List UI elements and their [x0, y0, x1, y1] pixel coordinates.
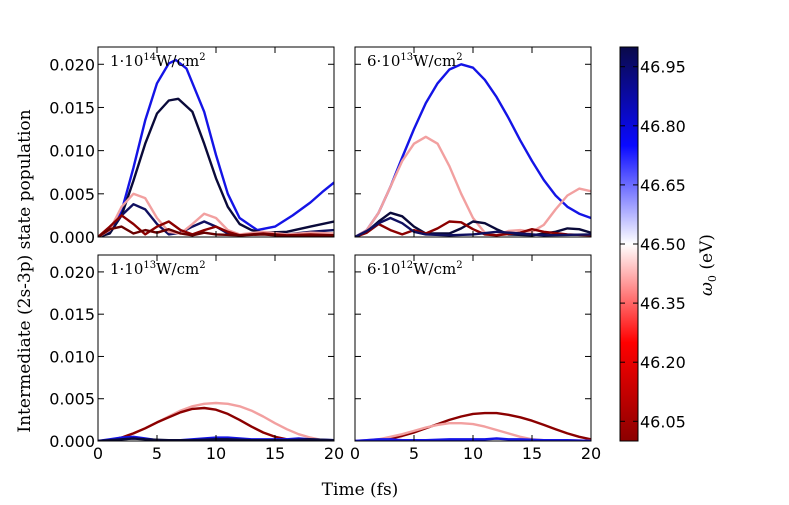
series-line-omega-46.4 [98, 192, 334, 237]
y-tick-label: 0.015 [49, 305, 95, 324]
y-tick-label: 0.010 [49, 347, 95, 366]
panel-series [98, 401, 334, 441]
colorbar-tick-label: 46.50 [640, 235, 686, 254]
x-tick-label: 5 [409, 444, 419, 463]
series-line-omega-46.05 [98, 225, 334, 237]
y-tick-label: 0.005 [49, 185, 95, 204]
intensity-label: 1·1013W/cm2 [110, 260, 206, 278]
y-tick-label: 0.020 [49, 263, 95, 282]
series-line-omega-46.4 [355, 135, 591, 237]
y-tick-label: 0.000 [49, 228, 95, 247]
y-tick-label: 0.010 [49, 142, 95, 161]
panel-series [355, 63, 591, 237]
y-axis-label: Intermediate (2s-3p) state population [15, 109, 35, 432]
y-tick-label: 0.005 [49, 390, 95, 409]
x-tick-label: 15 [522, 444, 542, 463]
panel-3: 0 5 10 15 20 0.000 0.005 0.010 0.015 0.020 1·1013W… [49, 254, 344, 463]
intensity-label: 6·1013W/cm2 [367, 52, 463, 70]
intensity-label: 6·1012W/cm2 [367, 260, 463, 278]
x-tick-label: 20 [581, 444, 601, 463]
panel-1: 0.000 0.005 0.010 0.015 0.020 1·1014W/cm2 [49, 46, 335, 247]
x-tick-label: 20 [324, 444, 344, 463]
x-tick-label: 5 [152, 444, 162, 463]
panel-series [98, 58, 334, 237]
colorbar: 46.05 46.20 46.35 46.50 46.65 46.80 46.95 ω0 (e… [619, 46, 719, 442]
series-line-omega-46.9 [355, 216, 591, 237]
x-tick-label: 0 [93, 444, 103, 463]
y-tick-label: 0.015 [49, 98, 95, 117]
y-tick-label: 0.000 [49, 432, 95, 451]
colorbar-label: ω0 (eV) [697, 234, 719, 296]
x-tick-label: 10 [463, 444, 483, 463]
x-axis-label: Time (fs) [322, 480, 399, 500]
series-line-omega-46.8 [98, 58, 334, 237]
x-tick-label: 10 [206, 444, 226, 463]
panels-layer: 0.000 0.005 0.010 0.015 0.020 1·1014W/cm2 6·10… [49, 46, 601, 463]
series-line-omega-46.95 [98, 437, 334, 441]
panel-4: 0 5 10 15 20 6·1012W/cm2 [350, 254, 601, 463]
colorbar-tick-label: 46.65 [640, 176, 686, 195]
intensity-label: 1·1014W/cm2 [110, 52, 206, 70]
colorbar-tick-label: 46.95 [640, 58, 686, 77]
panel-frame [97, 46, 335, 238]
x-tick-label: 15 [265, 444, 285, 463]
panel-2: 6·1013W/cm2 [354, 46, 592, 238]
panel-frame [97, 254, 335, 442]
series-line-omega-46.1 [355, 220, 591, 237]
colorbar-tick-label: 46.80 [640, 117, 686, 136]
y-tick-label: 0.020 [49, 55, 95, 74]
series-line-omega-46.1 [355, 411, 591, 441]
colorbar-tick-label: 46.35 [640, 294, 686, 313]
x-tick-label: 0 [350, 444, 360, 463]
colorbar-tick-label: 46.05 [640, 412, 686, 431]
colorbar-tick-label: 46.20 [640, 353, 686, 372]
